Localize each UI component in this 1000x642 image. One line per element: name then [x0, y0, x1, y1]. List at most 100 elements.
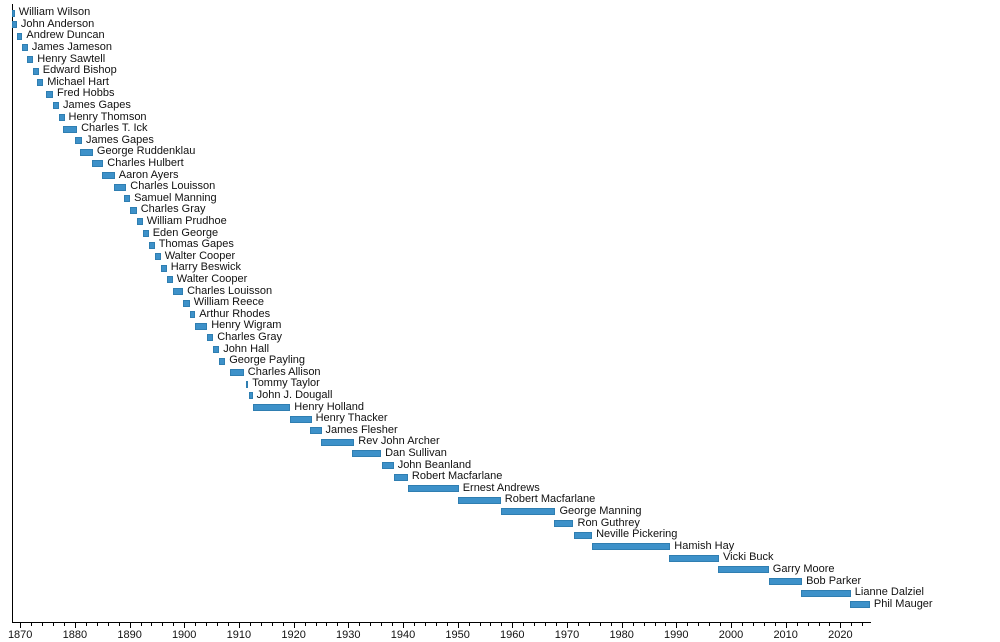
x-axis-minor-tick: [523, 623, 525, 626]
mayor-label: Henry Thomson: [68, 110, 147, 123]
term-bar: [16, 32, 23, 40]
mayor-label: Michael Hart: [47, 75, 109, 88]
x-axis-line: [12, 622, 871, 623]
term-bar: [63, 125, 78, 133]
term-bar: [136, 218, 143, 226]
term-bar: [154, 253, 161, 261]
x-axis-minor-tick: [53, 623, 54, 626]
x-axis-minor-tick: [173, 623, 175, 626]
x-axis-major-tick: [238, 623, 240, 628]
x-axis-tick-label: 2010: [773, 629, 798, 641]
mayor-label: Andrew Duncan: [26, 29, 105, 42]
mayor-label: Ernest Andrews: [462, 481, 540, 494]
mayor-label: James Flesher: [325, 423, 398, 436]
term-bar: [22, 44, 28, 52]
x-axis-major-tick: [457, 623, 459, 628]
mayor-label: John Hall: [223, 342, 270, 355]
mayor-label: Charles Louisson: [130, 180, 216, 193]
term-bar: [195, 322, 208, 330]
term-bar: [91, 160, 104, 168]
term-bar: [213, 345, 220, 353]
mayor-label: George Manning: [559, 505, 642, 517]
term-bar: [102, 171, 115, 179]
term-bar: [27, 55, 34, 63]
term-bar: [457, 496, 501, 504]
x-axis-minor-tick: [829, 623, 831, 626]
x-axis-major-tick: [567, 623, 568, 628]
x-axis-minor-tick: [315, 623, 317, 626]
x-axis-minor-tick: [271, 623, 273, 626]
mayor-label: Aaron Ayers: [118, 168, 179, 181]
x-axis-tick-label: 1880: [62, 629, 88, 641]
x-axis-minor-tick: [249, 623, 251, 626]
mayor-label: Charles Hulbert: [107, 157, 184, 169]
mayor-label: Lianne Dalziel: [854, 586, 924, 599]
x-axis-minor-tick: [862, 623, 864, 626]
mayor-label: Harry Beswick: [170, 261, 241, 274]
x-axis-minor-tick: [118, 623, 120, 626]
term-bar: [172, 287, 184, 295]
x-axis-tick-label: 1920: [281, 629, 306, 641]
x-axis-minor-tick: [31, 623, 33, 626]
mayor-label: George Ruddenklau: [96, 145, 196, 158]
term-bar: [219, 357, 226, 365]
x-axis-tick-label: 1950: [445, 629, 470, 641]
x-axis-minor-tick: [752, 623, 754, 626]
mayor-label: Charles Gray: [217, 331, 282, 343]
mayor-label: Walter Cooper: [164, 249, 236, 262]
term-bar: [46, 90, 53, 98]
mayor-label: Vicki Buck: [723, 551, 774, 564]
x-axis-minor-tick: [851, 623, 853, 626]
term-bar: [382, 461, 394, 469]
x-axis-major-tick: [621, 623, 623, 628]
x-axis-minor-tick: [720, 623, 722, 626]
term-bar: [12, 9, 15, 17]
term-bar: [554, 519, 574, 527]
x-axis-minor-tick: [96, 623, 98, 626]
x-axis-minor-tick: [796, 623, 798, 626]
mayor-label: Rev John Archer: [358, 435, 440, 448]
x-axis-minor-tick: [534, 623, 536, 626]
mayor-label: Henry Thacker: [315, 412, 388, 425]
x-axis-minor-tick: [807, 623, 809, 626]
x-axis-tick-label: 2000: [718, 629, 744, 641]
term-bar: [573, 531, 593, 539]
mayor-label: James Gapes: [63, 99, 131, 111]
term-bar: [393, 473, 408, 481]
x-axis-minor-tick: [260, 623, 262, 626]
x-axis-minor-tick: [468, 623, 470, 626]
x-axis-major-tick: [20, 623, 22, 628]
x-axis-minor-tick: [501, 623, 503, 626]
x-axis-minor-tick: [818, 623, 820, 626]
x-axis-minor-tick: [337, 623, 339, 626]
x-axis-minor-tick: [545, 623, 547, 626]
x-axis-minor-tick: [665, 623, 667, 626]
x-axis-tick-label: 1940: [390, 629, 416, 641]
x-axis-tick-label: 1870: [7, 629, 33, 641]
term-bar: [12, 21, 17, 29]
x-axis-minor-tick: [413, 623, 415, 626]
x-axis-minor-tick: [85, 623, 87, 626]
mayor-label: William Reece: [193, 296, 264, 309]
x-axis-major-tick: [676, 623, 678, 628]
term-bar: [207, 334, 214, 342]
x-axis-minor-tick: [217, 623, 218, 626]
x-axis-minor-tick: [162, 623, 164, 626]
x-axis-minor-tick: [304, 623, 306, 626]
x-axis-minor-tick: [556, 623, 558, 626]
term-bar: [183, 299, 190, 307]
mayor-label: James Jameson: [31, 41, 112, 53]
x-axis-minor-tick: [370, 623, 372, 626]
mayor-label: Ron Guthrey: [577, 516, 640, 529]
x-axis-major-tick: [403, 623, 404, 628]
x-axis-minor-tick: [63, 623, 65, 626]
x-axis-minor-tick: [282, 623, 284, 626]
mayor-label: Eden George: [152, 226, 219, 239]
x-axis-minor-tick: [610, 623, 612, 626]
x-axis-minor-tick: [381, 623, 383, 626]
term-bar: [80, 148, 93, 156]
x-axis-major-tick: [74, 623, 76, 628]
x-axis-tick-label: 1980: [609, 629, 634, 641]
mayor-label: Charles T. Ick: [81, 122, 148, 135]
x-axis-minor-tick: [392, 623, 393, 626]
